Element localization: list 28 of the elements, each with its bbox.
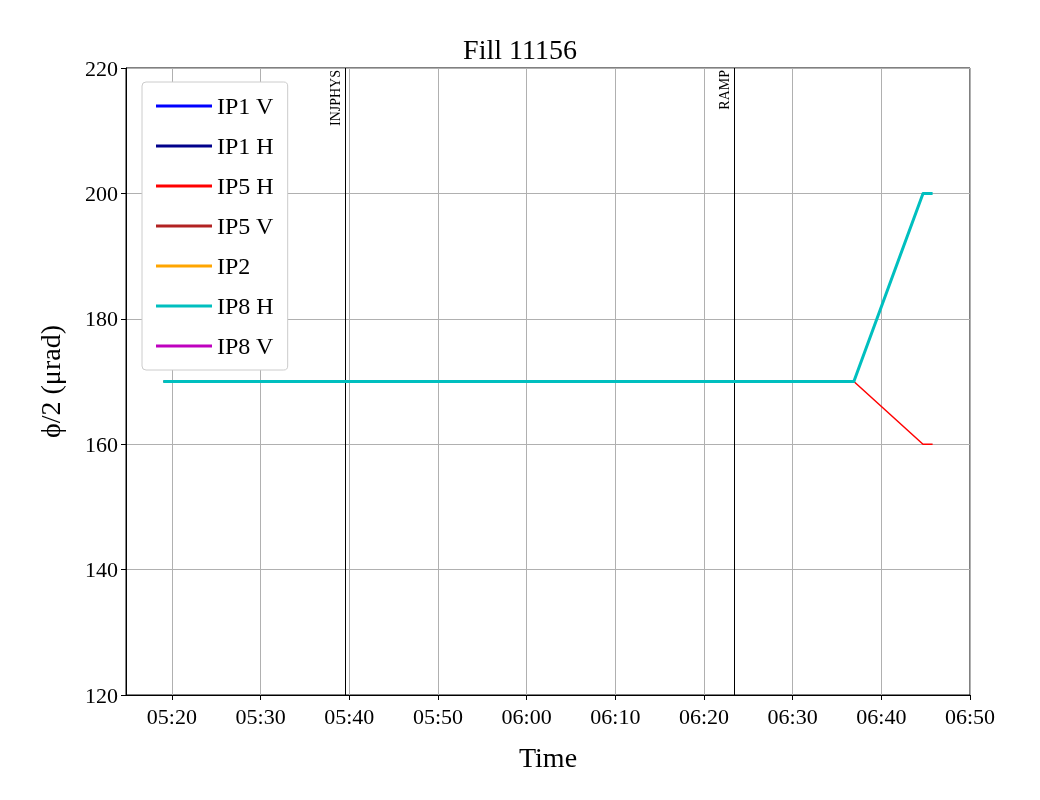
y-tick-label: 160 [85,431,118,457]
x-tick-label: 05:50 [412,703,464,729]
legend-label: IP8 V [217,333,274,359]
x-tick-label: 05:40 [324,703,375,729]
y-tick-label: 200 [85,180,118,206]
x-tick-label: 06:10 [590,703,641,729]
y-tick-label: 220 [85,55,118,81]
legend-label: IP1 V [217,93,274,119]
x-tick-label: 06:30 [767,703,818,729]
chart-title: Fill 11156 [463,33,577,65]
y-tick-label: 140 [85,557,118,583]
legend-label: IP5 H [217,173,274,199]
x-tick-label: 06:50 [944,703,996,729]
x-tick-label: 05:30 [235,703,286,729]
legend-label: IP8 H [217,293,274,319]
y-tick-label: 120 [85,682,118,708]
legend-label: IP5 V [217,213,274,239]
x-tick-label: 06:20 [678,703,730,729]
legend-label: IP1 H [217,133,274,159]
y-tick-label: 180 [85,306,118,332]
ref-line-label: INJPHYS [328,70,344,127]
x-axis-title: Time [518,741,578,773]
ref-line-label: RAMP [716,69,732,110]
legend-label: IP2 [217,253,251,279]
x-tick-label: 06:40 [856,703,907,729]
y-axis-title: ϕ/2 (μrad) [34,325,66,438]
x-tick-label: 05:20 [146,703,197,729]
x-tick-label: 06:00 [501,703,552,729]
